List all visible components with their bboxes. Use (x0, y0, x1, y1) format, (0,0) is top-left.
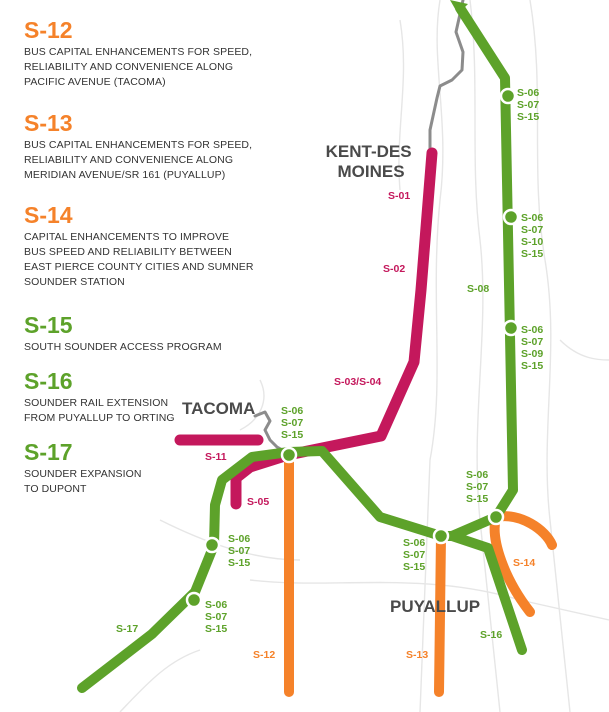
station-labels-tacoma-dome: S-06 S-07 S-15 (281, 405, 306, 441)
station-lakewood (185, 591, 203, 609)
gray-line-north (428, 0, 465, 152)
legend-item-s17: S-17 SOUNDER EXPANSION TO DUPONT (24, 440, 274, 497)
station-puyallup (432, 527, 450, 545)
legend-desc-line: SOUNDER EXPANSION (24, 468, 142, 480)
station-kent (502, 208, 520, 226)
gray-connector-lines (253, 0, 465, 454)
route-label-s11: S-11 (205, 451, 227, 463)
station-labels-sumner: S-06 S-07 S-15 (466, 469, 491, 505)
route-s14-line-a (491, 511, 557, 550)
legend-desc-line: SOUTH SOUNDER ACCESS PROGRAM (24, 341, 222, 353)
station-labels-kent: S-06 S-07 S-10 S-15 (521, 212, 546, 260)
legend-code: S-15 (24, 312, 73, 338)
gray-line-tacoma (253, 410, 288, 454)
legend-code: S-12 (24, 17, 73, 43)
sounder-mainline (77, 3, 518, 693)
city-tacoma: TACOMA (182, 399, 255, 418)
station-auburn (499, 87, 517, 105)
route-s13-line (434, 531, 446, 697)
legend-code: S-14 (24, 202, 73, 228)
route-label-s16: S-16 (480, 629, 502, 641)
background-geography (119, 0, 609, 712)
city-kent-des-moines: KENT-DES MOINES (326, 142, 417, 181)
route-label-s13: S-13 (406, 649, 428, 661)
legend-desc-line: SOUNDER STATION (24, 276, 125, 288)
legend-code: S-16 (24, 368, 73, 394)
route-label-s17: S-17 (116, 623, 138, 635)
legend-desc-line: FROM PUYALLUP TO ORTING (24, 412, 175, 424)
legend-item-s15: S-15 SOUTH SOUNDER ACCESS PROGRAM (24, 313, 274, 355)
legend-desc-line: RELIABILITY AND CONVENIENCE ALONG (24, 61, 234, 73)
green-sounder-routes (77, 3, 527, 693)
legend-desc-line: EAST PIERCE COUNTY CITIES AND SUMNER (24, 261, 254, 273)
city-puyallup: PUYALLUP (390, 597, 480, 616)
legend-code: S-17 (24, 439, 73, 465)
city-kent-des-moines-line-1: KENT-DES (326, 142, 412, 161)
legend-desc-line: BUS CAPITAL ENHANCEMENTS FOR SPEED, (24, 139, 253, 151)
legend-item-s14: S-14 CAPITAL ENHANCEMENTS TO IMPROVE BUS… (24, 203, 274, 290)
legend-desc-line: PACIFIC AVENUE (TACOMA) (24, 76, 166, 88)
route-label-s12: S-12 (253, 649, 275, 661)
station-markers (185, 87, 520, 609)
route-label-s01: S-01 (388, 190, 410, 202)
legend-desc-line: TO DUPONT (24, 483, 87, 495)
route-labels: S-01 S-02 S-03/S-04 S-05 S-11 S-08 S-12 … (116, 190, 535, 661)
station-labels-lakewood: S-06 S-07 S-15 (205, 599, 230, 635)
station-labels-sounder-mid: S-06 S-07 S-09 S-15 (521, 324, 546, 372)
legend-item-s16: S-16 SOUNDER RAIL EXTENSION FROM PUYALLU… (24, 369, 274, 426)
legend-desc-line: BUS CAPITAL ENHANCEMENTS FOR SPEED, (24, 46, 253, 58)
route-label-s08: S-08 (467, 283, 489, 295)
route-label-s14: S-14 (513, 557, 535, 569)
station-labels-puyallup: S-06 S-07 S-15 (403, 537, 428, 573)
route-label-s03-s04: S-03/S-04 (334, 376, 381, 388)
city-kent-des-moines-line-2: MOINES (337, 162, 404, 181)
legend-item-s13: S-13 BUS CAPITAL ENHANCEMENTS FOR SPEED,… (24, 111, 274, 183)
legend-desc-line: SOUNDER RAIL EXTENSION (24, 397, 169, 409)
station-tacoma-dome (280, 446, 298, 464)
legend-code: S-13 (24, 110, 73, 136)
route-s16-line (447, 531, 527, 655)
route-label-s05: S-05 (247, 496, 269, 508)
route-label-s02: S-02 (383, 263, 405, 275)
legend-desc-line: BUS SPEED AND RELIABILITY BETWEEN (24, 246, 232, 258)
legend-item-s12: S-12 BUS CAPITAL ENHANCEMENTS FOR SPEED,… (24, 18, 274, 90)
station-sumner (487, 508, 505, 526)
station-label-stacks: S-06 S-07 S-15 S-06 S-07 S-10 S-15 S-06 … (205, 87, 546, 635)
legend-desc-line: CAPITAL ENHANCEMENTS TO IMPROVE (24, 231, 230, 243)
station-labels-south-tacoma: S-06 S-07 S-15 (228, 533, 253, 569)
station-labels-auburn: S-06 S-07 S-15 (517, 87, 542, 123)
legend-desc-line: RELIABILITY AND CONVENIENCE ALONG (24, 154, 234, 166)
station-south-tacoma (203, 536, 221, 554)
legend-desc-line: MERIDIAN AVENUE/SR 161 (PUYALLUP) (24, 169, 226, 181)
north-arrow-icon (450, 0, 468, 14)
crimson-link-route (174, 147, 438, 510)
station-sounder-mid (502, 319, 520, 337)
